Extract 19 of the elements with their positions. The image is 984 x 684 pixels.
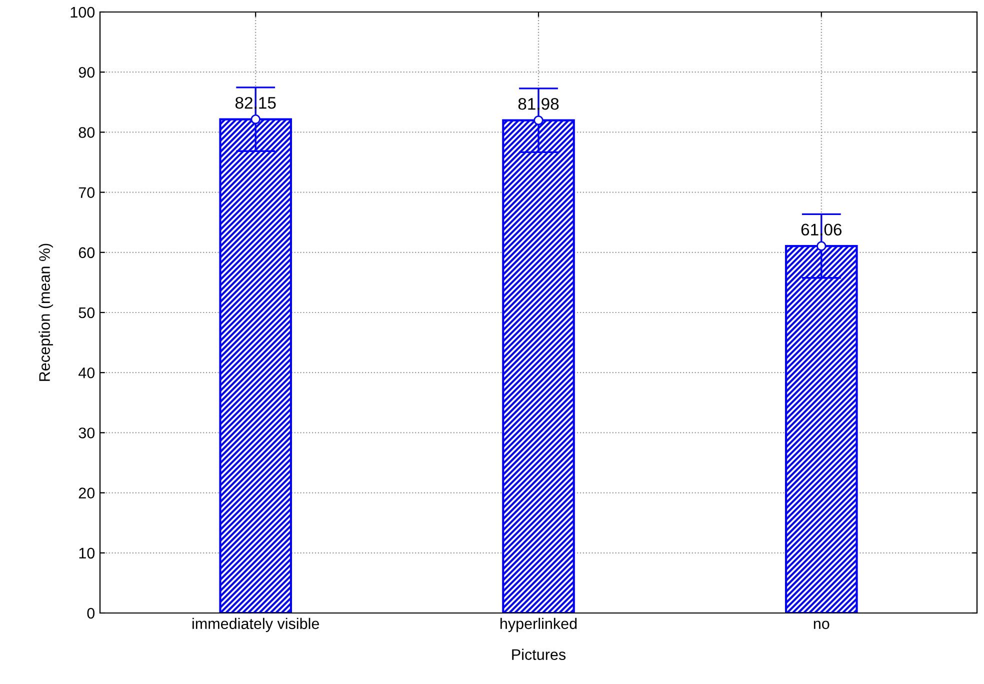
y-tick-label: 30	[78, 428, 95, 438]
x-tick-label: no	[814, 620, 830, 630]
x-axis-title: Pictures	[512, 648, 566, 660]
y-tick-label: 0	[87, 608, 95, 619]
point	[816, 241, 826, 251]
point	[250, 114, 260, 124]
y-tick-label: 100	[70, 6, 95, 18]
y-axis-title: Reception (mean %)	[38, 244, 53, 381]
y-tick-label: 60	[78, 247, 95, 258]
y-tick-label: 70	[78, 187, 95, 198]
point	[534, 115, 544, 126]
y-tick-label: 90	[78, 66, 95, 78]
y-tick-label: 80	[78, 127, 95, 138]
y-tick-label: 10	[79, 548, 95, 559]
y-tick-label: 20	[78, 488, 95, 498]
x-tick-label: immediately visible	[192, 618, 320, 632]
x-tick-label: hyperlinked	[500, 618, 577, 632]
y-tick-label: 40	[78, 367, 95, 378]
y-tick-label: 50	[78, 307, 95, 318]
